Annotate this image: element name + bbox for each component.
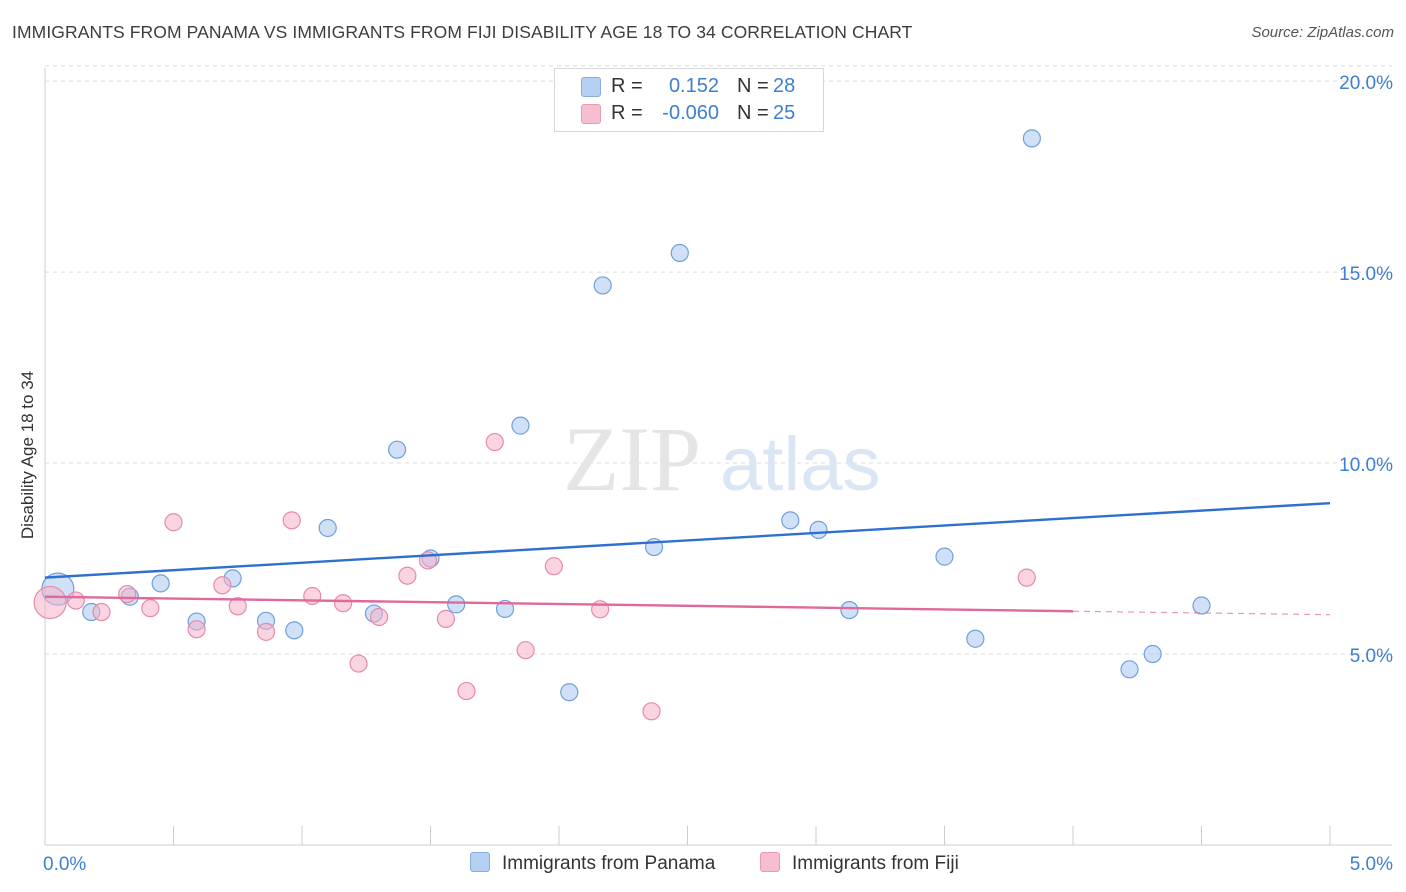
series-swatch-fiji bbox=[760, 852, 780, 872]
chart-title: IMMIGRANTS FROM PANAMA VS IMMIGRANTS FRO… bbox=[12, 22, 913, 42]
point-panama bbox=[593, 276, 612, 295]
point-fiji bbox=[1017, 568, 1036, 587]
series-legend-panama: Immigrants from Panama bbox=[470, 852, 715, 875]
point-fiji bbox=[187, 620, 206, 639]
point-fiji bbox=[228, 597, 247, 616]
point-fiji bbox=[544, 557, 563, 576]
point-panama bbox=[670, 243, 689, 263]
correlation-legend: R = 0.152 N = 28 R = -0.060 N = 25 bbox=[554, 68, 824, 132]
point-fiji bbox=[92, 602, 111, 622]
trend-line-panama bbox=[44, 501, 1331, 579]
legend-r-label: R = bbox=[611, 102, 643, 124]
legend-n-label: N = bbox=[737, 75, 769, 97]
x-tick-label: 0.0% bbox=[43, 854, 86, 875]
legend-swatch-panama bbox=[581, 77, 601, 97]
legend-swatch-fiji bbox=[581, 104, 601, 124]
point-panama bbox=[318, 518, 337, 538]
series-legend-fiji: Immigrants from Fiji bbox=[760, 852, 959, 875]
point-fiji bbox=[66, 591, 85, 610]
legend-r-value: -0.060 bbox=[662, 102, 719, 124]
point-panama bbox=[151, 574, 170, 593]
legend-r-value: 0.152 bbox=[668, 75, 719, 97]
point-panama bbox=[781, 511, 800, 530]
legend-n-value: 25 bbox=[773, 102, 796, 124]
trend-lines bbox=[44, 501, 1331, 616]
tick-labels: 5.0% 10.0% 15.0% 20.0% 0.0% 5.0% bbox=[43, 73, 1393, 875]
point-fiji bbox=[141, 599, 160, 618]
point-fiji bbox=[164, 513, 183, 532]
point-panama bbox=[285, 621, 304, 640]
point-panama bbox=[935, 547, 954, 566]
data-points bbox=[33, 129, 1211, 721]
point-panama bbox=[1120, 660, 1139, 679]
legend-n-value: 28 bbox=[773, 75, 796, 97]
point-fiji bbox=[282, 511, 301, 530]
point-panama bbox=[966, 629, 985, 648]
x-tick-label: 5.0% bbox=[1350, 854, 1393, 875]
y-tick-label: 20.0% bbox=[1339, 73, 1393, 94]
point-fiji bbox=[334, 594, 353, 613]
point-fiji bbox=[642, 702, 661, 721]
y-tick-label: 10.0% bbox=[1339, 455, 1393, 476]
watermark-zip: ZIP bbox=[563, 408, 701, 510]
trend-line-fiji bbox=[44, 595, 1074, 613]
legend-r-label: R = bbox=[611, 75, 643, 97]
point-panama bbox=[511, 416, 530, 435]
point-fiji bbox=[303, 586, 322, 606]
legend-n-label: N = bbox=[737, 102, 769, 124]
point-panama bbox=[1022, 129, 1041, 148]
axes bbox=[44, 68, 1392, 846]
point-fiji bbox=[436, 609, 456, 628]
grid-lines bbox=[45, 65, 1392, 655]
point-panama bbox=[840, 600, 859, 620]
point-panama bbox=[809, 520, 828, 539]
point-fiji bbox=[516, 641, 535, 660]
point-fiji bbox=[213, 576, 232, 595]
point-fiji bbox=[349, 654, 368, 673]
point-fiji bbox=[370, 607, 389, 627]
source-label: Source: ZipAtlas.com bbox=[1251, 24, 1394, 41]
trend-line-fiji-extrapolated bbox=[1072, 610, 1331, 616]
point-fiji bbox=[457, 681, 476, 701]
series-swatch-panama bbox=[470, 852, 490, 872]
y-tick-label: 5.0% bbox=[1350, 646, 1393, 667]
point-fiji bbox=[485, 432, 504, 452]
point-fiji bbox=[118, 584, 137, 604]
point-fiji bbox=[398, 566, 417, 585]
point-panama bbox=[1192, 596, 1211, 615]
point-panama bbox=[495, 599, 515, 619]
y-tick-label: 15.0% bbox=[1339, 264, 1393, 285]
series-label-panama: Immigrants from Panama bbox=[502, 853, 716, 874]
y-axis-label: Disability Age 18 to 34 bbox=[18, 370, 37, 540]
point-fiji bbox=[256, 622, 276, 641]
point-fiji bbox=[33, 585, 67, 620]
point-panama bbox=[447, 595, 466, 614]
point-panama bbox=[1143, 644, 1162, 664]
watermark: ZIP atlas bbox=[563, 408, 881, 510]
series-label-fiji: Immigrants from Fiji bbox=[792, 853, 959, 874]
point-panama bbox=[387, 440, 407, 459]
watermark-atlas: atlas bbox=[720, 422, 881, 507]
point-panama bbox=[560, 683, 579, 702]
